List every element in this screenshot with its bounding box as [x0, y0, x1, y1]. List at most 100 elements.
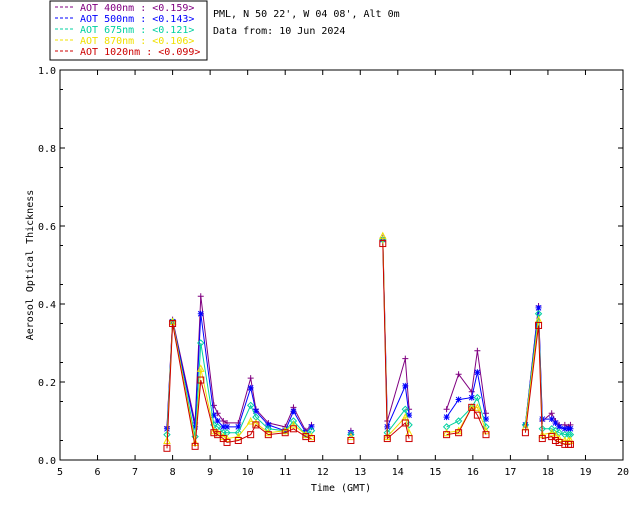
x-tick-label: 8 [170, 467, 176, 478]
data-point-square [482, 431, 490, 439]
data-point-plus [483, 410, 490, 417]
data-point-asterisk [567, 425, 574, 432]
y-axis-label: Aerosol Optical Thickness [25, 190, 36, 341]
data-point-square [163, 444, 171, 452]
data-point-plus [210, 402, 217, 409]
data-point-asterisk [224, 423, 231, 430]
y-tick-label: 0.6 [38, 222, 56, 233]
data-point-asterisk [406, 412, 413, 419]
data-point-triangle [246, 416, 255, 425]
data-point-square [169, 320, 177, 327]
data-point-square [347, 437, 355, 444]
x-tick-label: 20 [617, 467, 629, 478]
data-point-square [548, 433, 556, 441]
data-point-asterisk [235, 423, 242, 430]
x-tick-label: 5 [57, 467, 63, 478]
data-point-square [473, 411, 481, 419]
data-point-triangle [307, 432, 316, 441]
data-point-plus [474, 347, 481, 354]
data-point-square [281, 429, 289, 437]
data-point-asterisk [402, 382, 409, 389]
data-point-plus [548, 410, 555, 417]
data-point-triangle [219, 432, 228, 441]
legend-box [49, 0, 208, 61]
site-info: PML, N 50 22', W 04 08', Alt 0m [213, 9, 400, 20]
y-tick-label: 0.2 [38, 378, 56, 389]
x-tick-label: 19 [579, 467, 591, 478]
data-point-asterisk [214, 418, 221, 424]
series-line [166, 243, 571, 449]
data-point-square [307, 435, 315, 443]
data-point-diamond [234, 428, 242, 437]
data-point-asterisk [210, 412, 217, 419]
data-point-plus [220, 418, 227, 424]
data-point-square [247, 431, 255, 439]
legend-label: AOT 1020nm : <0.099> [80, 47, 200, 58]
data-point-asterisk [474, 369, 481, 376]
data-point-asterisk [290, 408, 297, 415]
data-point-diamond [547, 425, 556, 433]
data-point-square [538, 435, 546, 443]
data-point-triangle [289, 420, 298, 429]
legend-items: AOT 400nm : <0.159>AOT 500nm : <0.143>AO… [55, 3, 200, 58]
data-point-square [551, 437, 559, 444]
data-point-triangle [566, 436, 575, 444]
x-tick-label: 12 [317, 467, 329, 478]
data-point-square [234, 437, 242, 444]
data-point-asterisk [265, 421, 272, 428]
data-point-triangle [234, 432, 243, 441]
data-point-plus [443, 406, 450, 413]
data-point-diamond [246, 401, 255, 410]
data-point-asterisk [247, 384, 254, 391]
data-point-diamond [289, 417, 298, 425]
data-point-plus [468, 388, 475, 395]
legend-label: AOT 870nm : <0.106> [80, 36, 194, 47]
x-tick-label: 16 [467, 467, 479, 478]
series-line [166, 239, 571, 434]
data-point-diamond [401, 405, 410, 414]
data-point-square [214, 431, 222, 439]
data-point-square [455, 429, 463, 437]
data-point-diamond [521, 421, 530, 429]
data-point-square [468, 403, 476, 411]
y-tick-label: 0.4 [38, 300, 56, 311]
x-axis-label: Time (GMT) [311, 483, 371, 494]
series-3 [163, 231, 575, 446]
data-point-diamond [551, 427, 560, 435]
data-point-asterisk [548, 416, 555, 423]
data-point-triangle [223, 434, 231, 443]
y-tick-label: 1.0 [38, 66, 56, 77]
x-tick-label: 18 [542, 467, 554, 478]
data-point-asterisk [483, 416, 490, 423]
plot-frame [59, 69, 624, 461]
data-point-triangle [302, 430, 310, 439]
data-point-diamond [454, 417, 463, 425]
series-line [166, 237, 571, 432]
data-point-asterisk [552, 419, 559, 426]
x-tick-label: 6 [95, 467, 101, 478]
data-point-asterisk [252, 408, 259, 415]
data-point-asterisk [308, 423, 315, 430]
data-point-triangle [383, 432, 392, 441]
data-point-asterisk [455, 396, 462, 403]
series-4 [163, 240, 574, 452]
y-tick-label: 0.0 [38, 456, 56, 467]
data-date: Data from: 10 Jun 2024 [213, 26, 345, 37]
data-point-square [401, 419, 409, 427]
data-point-asterisk [220, 423, 227, 430]
data-point-triangle [473, 403, 482, 411]
data-point-square [443, 431, 451, 439]
data-point-square [535, 321, 543, 329]
series-line [166, 239, 571, 437]
data-point-plus [247, 375, 254, 382]
y-tick-label: 0.8 [38, 144, 56, 155]
data-point-square [219, 435, 227, 443]
data-point-diamond [473, 393, 482, 402]
data-point-triangle [196, 364, 205, 372]
data-point-square [405, 435, 413, 443]
data-point-square [210, 429, 218, 437]
data-point-square [566, 440, 574, 448]
data-point-asterisk [556, 423, 563, 430]
data-point-triangle [213, 428, 222, 437]
x-tick-label: 9 [207, 467, 213, 478]
